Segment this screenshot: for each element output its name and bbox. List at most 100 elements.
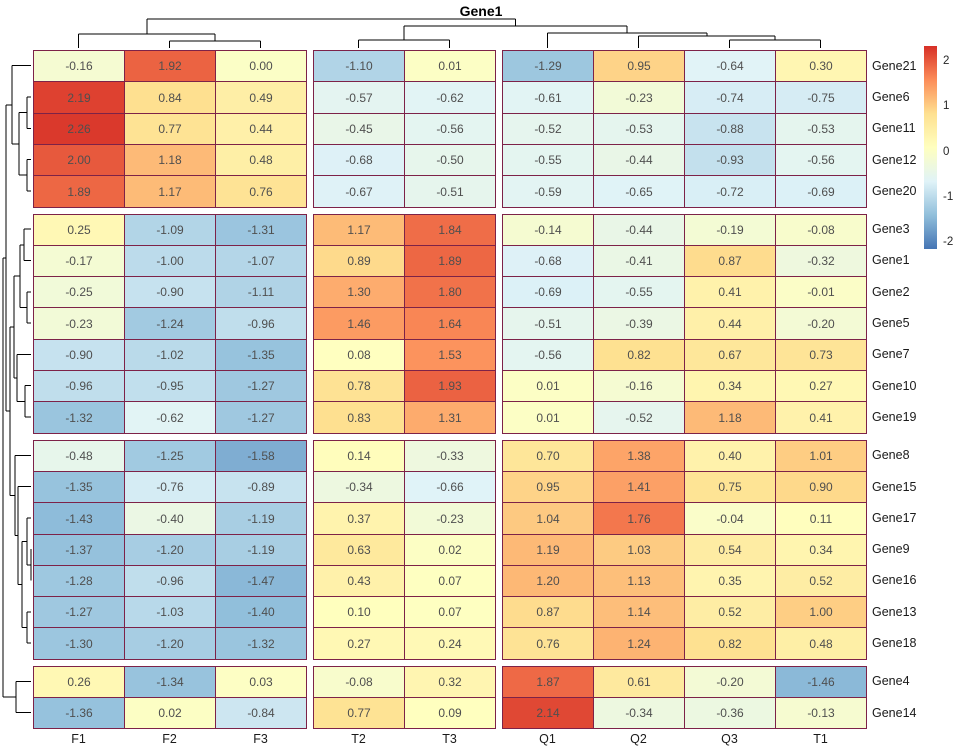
heatmap-cell: 1.18: [124, 144, 216, 176]
heatmap-cell: -0.20: [684, 666, 776, 698]
heatmap-cell: -1.40: [215, 596, 307, 628]
heatmap-cell: 0.54: [684, 534, 776, 566]
row-label: Gene10: [872, 379, 917, 393]
heatmap-cell: 0.27: [775, 370, 867, 402]
heatmap-cell: -1.43: [33, 502, 125, 535]
heatmap-cell: -0.66: [404, 471, 496, 503]
heatmap-cell: 0.02: [404, 534, 496, 566]
heatmap-cell: 0.02: [124, 697, 216, 729]
row-label: Gene1: [872, 253, 910, 267]
legend-tick-label: 0: [943, 146, 950, 158]
column-dendrogram: [78, 18, 821, 48]
heatmap-cell: -0.08: [775, 214, 867, 246]
heatmap-cell: -0.96: [33, 370, 125, 402]
heatmap-cell: -0.62: [404, 81, 496, 114]
heatmap-cell: -0.88: [684, 113, 776, 145]
heatmap-cell: -1.25: [124, 440, 216, 472]
heatmap-cell: -0.08: [313, 666, 405, 698]
heatmap-cell: -0.74: [684, 81, 776, 114]
row-label: Gene2: [872, 285, 910, 299]
heatmap-cell: -0.44: [593, 214, 685, 246]
heatmap-cell: -0.34: [593, 697, 685, 729]
heatmap-cell: 0.27: [313, 627, 405, 660]
heatmap-cell: -0.61: [502, 81, 594, 114]
heatmap-cell: -0.36: [684, 697, 776, 729]
row-label: Gene20: [872, 184, 917, 198]
heatmap-cell: 0.40: [684, 440, 776, 472]
heatmap-cell: 0.70: [502, 440, 594, 472]
heatmap-cell: 0.77: [124, 113, 216, 145]
heatmap-cell: 0.78: [313, 370, 405, 402]
heatmap-cell: 0.11: [775, 502, 867, 535]
heatmap-cell: -1.37: [33, 534, 125, 566]
heatmap-cell: 0.10: [313, 596, 405, 628]
heatmap-cell: 0.87: [684, 245, 776, 277]
heatmap-cell: 0.52: [775, 565, 867, 597]
heatmap-cell: -1.20: [124, 627, 216, 660]
heatmap-cell: 1.03: [593, 534, 685, 566]
heatmap-cell: -0.52: [502, 113, 594, 145]
row-label: Gene18: [872, 636, 917, 650]
heatmap-cell: 0.01: [502, 401, 594, 434]
heatmap-cell: -0.14: [502, 214, 594, 246]
heatmap-cell: -0.41: [593, 245, 685, 277]
heatmap-cell: -0.40: [124, 502, 216, 535]
heatmap-cell: -0.55: [502, 144, 594, 176]
heatmap-cell: 1.92: [124, 50, 216, 82]
heatmap-cell: -0.68: [313, 144, 405, 176]
heatmap-cell: -0.84: [215, 697, 307, 729]
heatmap-cell: -1.00: [124, 245, 216, 277]
heatmap-cell: -0.23: [404, 502, 496, 535]
heatmap-cell: 1.04: [502, 502, 594, 535]
heatmap-cell: -1.46: [775, 666, 867, 698]
heatmap-cell: 0.26: [33, 666, 125, 698]
column-label: Q3: [721, 732, 738, 746]
heatmap-cell: -0.51: [404, 175, 496, 208]
column-label: Q2: [630, 732, 647, 746]
legend-tick-label: 1: [943, 100, 950, 112]
row-dendrogram: [2, 65, 32, 714]
heatmap-cell: 0.43: [313, 565, 405, 597]
heatmap-cell: -1.03: [124, 596, 216, 628]
heatmap-cell: -0.45: [313, 113, 405, 145]
heatmap-cell: -1.19: [215, 502, 307, 535]
heatmap-cell: -1.20: [124, 534, 216, 566]
heatmap-cell: 0.41: [684, 276, 776, 308]
heatmap-cell: 1.41: [593, 471, 685, 503]
heatmap-cell: 0.87: [502, 596, 594, 628]
legend-tick-label: -1: [943, 191, 954, 203]
heatmap-cell: -0.32: [775, 245, 867, 277]
heatmap-cell: 1.31: [404, 401, 496, 434]
heatmap-cell: -0.16: [33, 50, 125, 82]
heatmap-cell: 2.14: [502, 697, 594, 729]
heatmap-cell: 0.76: [502, 627, 594, 660]
row-label: Gene15: [872, 480, 917, 494]
heatmap-cell: 0.14: [313, 440, 405, 472]
heatmap-cell: -0.33: [404, 440, 496, 472]
heatmap-cell: 0.01: [502, 370, 594, 402]
heatmap-cell: -1.36: [33, 697, 125, 729]
row-label: Gene5: [872, 316, 910, 330]
heatmap-cell: 0.37: [313, 502, 405, 535]
heatmap-cell: 0.24: [404, 627, 496, 660]
heatmap-cell: -0.19: [684, 214, 776, 246]
heatmap-cell: 0.84: [124, 81, 216, 114]
heatmap-cell: -0.76: [124, 471, 216, 503]
row-label: Gene12: [872, 153, 917, 167]
heatmap-cell: 1.24: [593, 627, 685, 660]
heatmap-cell: -0.56: [502, 339, 594, 371]
heatmap-cell: 1.00: [775, 596, 867, 628]
heatmap-cell: 0.82: [684, 627, 776, 660]
row-label: Gene21: [872, 59, 917, 73]
heatmap-cell: -0.65: [593, 175, 685, 208]
heatmap-cell: 1.89: [33, 175, 125, 208]
heatmap-cell: 1.76: [593, 502, 685, 535]
heatmap-cell: 0.48: [775, 627, 867, 660]
heatmap-cell: -0.96: [124, 565, 216, 597]
heatmap-cell: -1.07: [215, 245, 307, 277]
heatmap-cell: -1.35: [215, 339, 307, 371]
row-label: Gene9: [872, 542, 910, 556]
heatmap-cell: -0.90: [124, 276, 216, 308]
heatmap-cell: -1.32: [215, 627, 307, 660]
